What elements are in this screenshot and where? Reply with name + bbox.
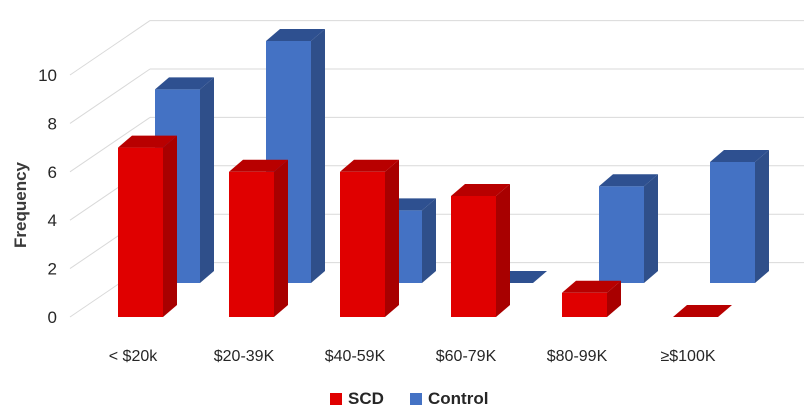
scd-bar-side — [274, 159, 288, 317]
scd-bar-top — [562, 280, 621, 293]
scd-bar-front — [340, 171, 385, 317]
y-tick-label: 8 — [48, 114, 57, 133]
legend-item: Control — [410, 389, 488, 408]
gridline-wall — [69, 20, 151, 76]
y-axis-ticks: 0 2 4 6 8 10 — [38, 66, 57, 327]
scd-bar-side — [385, 159, 399, 317]
control-bar-top — [599, 174, 658, 187]
control-bar — [599, 174, 658, 283]
gridline-wall — [69, 68, 151, 124]
scd-bar-front — [118, 147, 163, 317]
scd-bar — [673, 305, 732, 317]
scd-bar-front — [451, 196, 496, 317]
scd-bar-top — [118, 135, 177, 148]
legend-item: SCD — [330, 389, 384, 408]
scd-bar-front — [562, 292, 607, 317]
y-tick-label: 2 — [48, 260, 57, 279]
scd-bar — [229, 159, 288, 317]
control-bar-side — [311, 29, 325, 283]
scd-bar-front — [229, 171, 274, 317]
x-tick-label: $60-79K — [436, 348, 497, 365]
control-bar-side — [200, 77, 214, 284]
control-bar-top — [710, 150, 769, 162]
gridline-wall — [69, 116, 151, 173]
x-tick-label: < $20k — [109, 348, 158, 365]
x-tick-label: $80-99K — [547, 348, 608, 365]
control-bar-side — [755, 150, 769, 283]
x-tick-label: $40-59K — [325, 348, 386, 365]
scd-bar-side — [607, 280, 621, 317]
control-bar-top — [155, 77, 214, 90]
legend-swatch — [410, 393, 422, 405]
control-bar-top — [266, 29, 325, 41]
scd-series — [118, 135, 732, 317]
scd-bar-side — [496, 184, 510, 317]
scd-bar-top — [673, 305, 732, 317]
y-tick-label: 0 — [48, 308, 57, 327]
scd-bar-side — [163, 135, 177, 317]
scd-bar-top — [451, 184, 510, 196]
scd-bar — [118, 135, 177, 317]
y-tick-label: 6 — [48, 163, 57, 182]
control-bar — [710, 150, 769, 283]
y-tick-label: 4 — [48, 211, 57, 230]
legend-label: SCD — [348, 389, 384, 408]
control-bar-side — [422, 198, 436, 283]
scd-bar — [451, 184, 510, 317]
y-tick-label: 10 — [38, 66, 57, 85]
x-axis-labels: < $20k $20-39K $40-59K $60-79K $80-99K ≥$100K — [109, 348, 716, 365]
legend-label: Control — [428, 389, 488, 408]
y-axis-title: Frequency — [11, 161, 30, 248]
control-bar-front — [710, 162, 755, 283]
scd-bar-top — [340, 159, 399, 172]
control-bar-side — [644, 174, 658, 283]
x-tick-label: $20-39K — [214, 348, 275, 365]
legend-swatch — [330, 393, 342, 405]
legend: SCD Control — [330, 389, 488, 408]
scd-bar — [562, 280, 621, 317]
scd-bar-top — [229, 159, 288, 172]
x-tick-label: ≥$100K — [660, 348, 715, 365]
scd-bar — [340, 159, 399, 317]
control-bar-front — [599, 186, 644, 283]
